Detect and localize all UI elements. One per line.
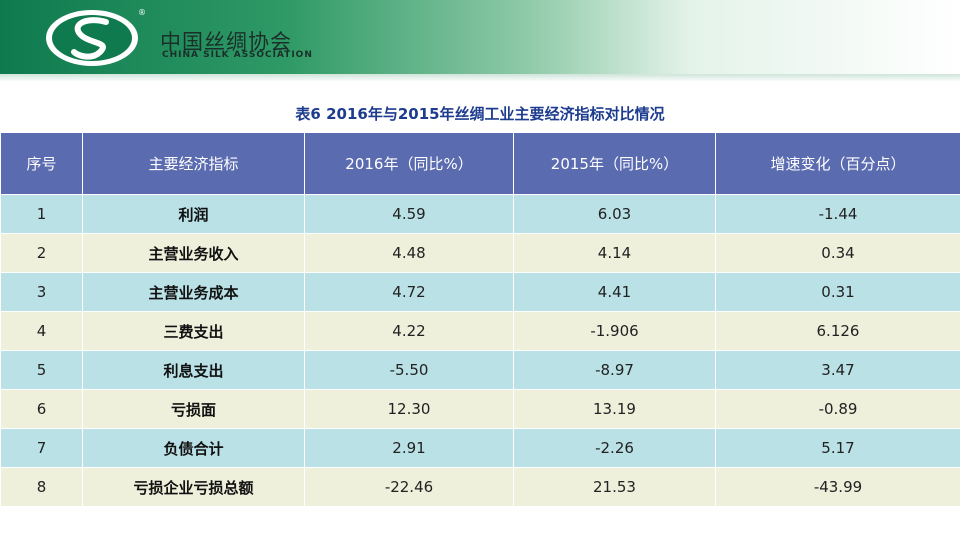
value-2015: -1.906 (513, 311, 716, 351)
table-header-row: 序号 主要经济指标 2016年（同比%） 2015年（同比%） 增速变化（百分点… (0, 132, 960, 195)
growth-change: 3.47 (715, 350, 960, 390)
silk-association-emblem-icon (44, 8, 140, 68)
value-2015: -2.26 (513, 428, 716, 468)
header-banner: ® 中国丝绸协会 CHINA SILK ASSOCIATION (0, 0, 960, 74)
column-header: 主要经济指标 (82, 132, 305, 195)
value-2015: 13.19 (513, 389, 716, 429)
header-divider (0, 74, 960, 82)
column-header: 2015年（同比%） (513, 132, 716, 195)
growth-change: -0.89 (715, 389, 960, 429)
table-row: 7 负债合计 2.91 -2.26 5.17 (0, 428, 960, 468)
value-2015: 21.53 (513, 467, 716, 507)
column-header: 增速变化（百分点） (715, 132, 960, 195)
growth-change: -43.99 (715, 467, 960, 507)
indicator-comparison-table: 序号 主要经济指标 2016年（同比%） 2015年（同比%） 增速变化（百分点… (0, 132, 960, 507)
indicator-name: 三费支出 (82, 311, 305, 351)
value-2016: 4.59 (304, 194, 514, 234)
indicator-name: 亏损企业亏损总额 (82, 467, 305, 507)
value-2015: 4.14 (513, 233, 716, 273)
indicator-name: 主营业务收入 (82, 233, 305, 273)
growth-change: -1.44 (715, 194, 960, 234)
org-name-english: CHINA SILK ASSOCIATION (162, 50, 313, 60)
value-2016: 12.30 (304, 389, 514, 429)
value-2015: -8.97 (513, 350, 716, 390)
table-row: 4 三费支出 4.22 -1.906 6.126 (0, 311, 960, 351)
indicator-name: 负债合计 (82, 428, 305, 468)
indicator-name: 利息支出 (82, 350, 305, 390)
indicator-name: 主营业务成本 (82, 272, 305, 312)
table-title: 表6 2016年与2015年丝绸工业主要经济指标对比情况 (295, 105, 665, 123)
table-row: 2 主营业务收入 4.48 4.14 0.34 (0, 233, 960, 273)
value-2016: -5.50 (304, 350, 514, 390)
growth-change: 0.31 (715, 272, 960, 312)
column-header: 2016年（同比%） (304, 132, 514, 195)
row-index: 1 (0, 194, 83, 234)
column-header: 序号 (0, 132, 83, 195)
growth-change: 6.126 (715, 311, 960, 351)
table-row: 1 利润 4.59 6.03 -1.44 (0, 194, 960, 234)
table-row: 3 主营业务成本 4.72 4.41 0.31 (0, 272, 960, 312)
indicator-name: 亏损面 (82, 389, 305, 429)
row-index: 2 (0, 233, 83, 273)
row-index: 4 (0, 311, 83, 351)
table-row: 8 亏损企业亏损总额 -22.46 21.53 -43.99 (0, 467, 960, 507)
value-2016: -22.46 (304, 467, 514, 507)
value-2016: 2.91 (304, 428, 514, 468)
value-2015: 4.41 (513, 272, 716, 312)
row-index: 7 (0, 428, 83, 468)
table-row: 6 亏损面 12.30 13.19 -0.89 (0, 389, 960, 429)
row-index: 8 (0, 467, 83, 507)
table-row: 5 利息支出 -5.50 -8.97 3.47 (0, 350, 960, 390)
row-index: 6 (0, 389, 83, 429)
row-index: 5 (0, 350, 83, 390)
value-2016: 4.48 (304, 233, 514, 273)
value-2016: 4.72 (304, 272, 514, 312)
indicator-name: 利润 (82, 194, 305, 234)
growth-change: 5.17 (715, 428, 960, 468)
value-2015: 6.03 (513, 194, 716, 234)
registered-mark: ® (138, 8, 146, 17)
growth-change: 0.34 (715, 233, 960, 273)
value-2016: 4.22 (304, 311, 514, 351)
org-name-chinese: 中国丝绸协会 (160, 30, 292, 54)
row-index: 3 (0, 272, 83, 312)
